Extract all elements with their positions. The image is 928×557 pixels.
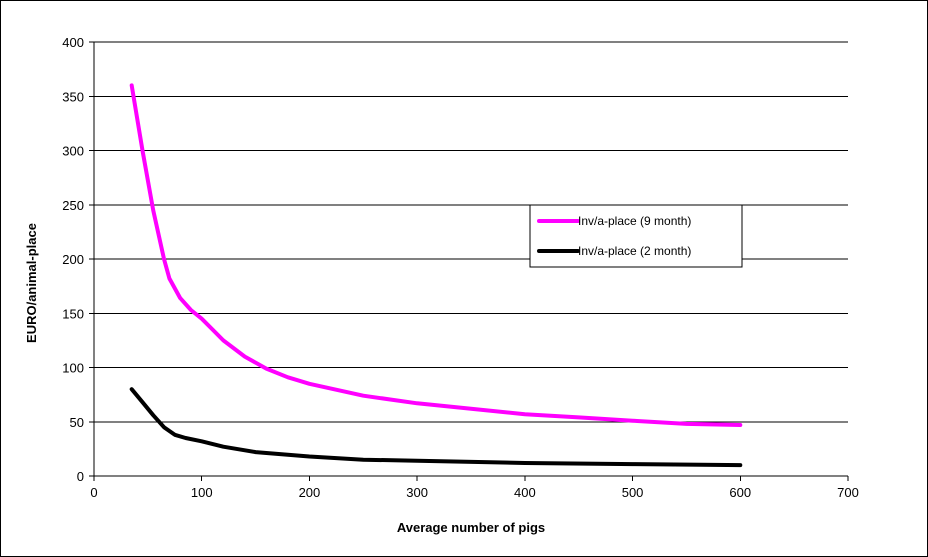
x-tick-labels: 0 100 200 300 400 500 600 700 xyxy=(90,485,858,500)
legend: Inv/a-place (9 month) Inv/a-place (2 mon… xyxy=(529,204,743,268)
series-line-9-month xyxy=(129,83,743,427)
x-tick-label: 700 xyxy=(837,485,859,500)
legend-box xyxy=(529,204,743,268)
legend-label-2-month: Inv/a-place (2 month) xyxy=(578,244,691,258)
legend-label-9-month: Inv/a-place (9 month) xyxy=(578,214,691,228)
x-tick-label: 0 xyxy=(90,485,97,500)
y-tick-label: 0 xyxy=(77,469,84,484)
x-tick-label: 600 xyxy=(729,485,751,500)
y-tick-label: 50 xyxy=(70,415,84,430)
series-lines xyxy=(129,83,743,468)
x-tick-label: 200 xyxy=(299,485,321,500)
y-tick-label: 100 xyxy=(62,361,84,376)
y-axis-title: EURO/animal-place xyxy=(24,223,39,343)
y-tick-label: 150 xyxy=(62,306,84,321)
x-tick-label: 100 xyxy=(191,485,213,500)
x-tick-label: 400 xyxy=(514,485,536,500)
x-tick-label: 500 xyxy=(622,485,644,500)
x-axis-title: Average number of pigs xyxy=(397,520,545,535)
y-tick-label: 200 xyxy=(62,252,84,267)
x-tick-label: 300 xyxy=(406,485,428,500)
axes xyxy=(89,41,849,481)
y-tick-label: 350 xyxy=(62,89,84,104)
grid-lines xyxy=(94,41,848,423)
y-tick-label: 250 xyxy=(62,198,84,213)
series-line-2-month xyxy=(129,387,743,468)
y-tick-label: 300 xyxy=(62,144,84,159)
y-tick-label: 400 xyxy=(62,35,84,50)
y-tick-labels: 0 50 100 150 200 250 300 350 400 xyxy=(62,35,84,484)
